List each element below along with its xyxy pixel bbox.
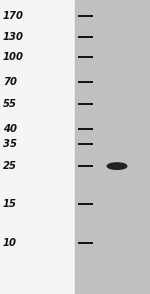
Text: 70: 70	[3, 77, 17, 87]
Bar	[0, 0, 75, 294]
Text: 40: 40	[3, 124, 17, 134]
Text: 35: 35	[3, 139, 17, 149]
Text: 10: 10	[3, 238, 17, 248]
Text: 170: 170	[3, 11, 24, 21]
Ellipse shape	[107, 163, 127, 169]
Text: 55: 55	[3, 99, 17, 109]
Text: 25: 25	[3, 161, 17, 171]
Text: 130: 130	[3, 32, 24, 42]
Bar	[75, 0, 150, 294]
Text: 15: 15	[3, 199, 17, 209]
Text: 100: 100	[3, 52, 24, 62]
